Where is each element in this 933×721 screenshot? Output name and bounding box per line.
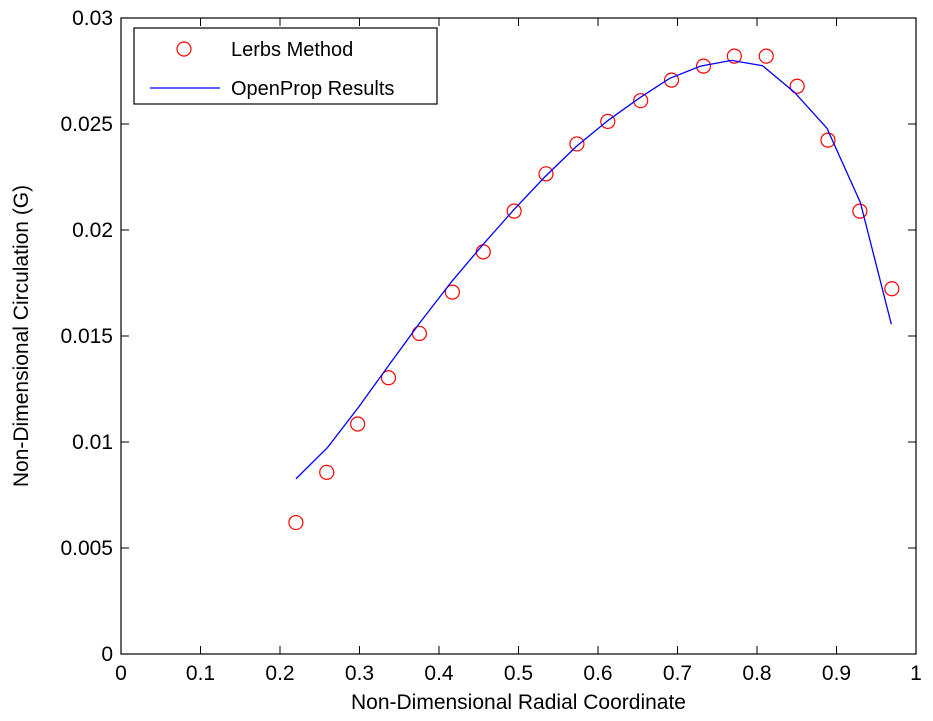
data-point-lerbs-method	[789, 78, 805, 94]
data-point-lerbs-method	[852, 203, 868, 219]
data-point-lerbs-method	[380, 370, 397, 386]
x-tick-label: 0.4	[424, 662, 454, 685]
plot-area	[121, 18, 916, 654]
legend-entry-openprop-results: OpenProp Results	[231, 78, 394, 100]
data-point-lerbs-method	[350, 416, 366, 432]
series-line-openprop-results	[295, 59, 892, 480]
data-point-lerbs-method	[663, 72, 680, 88]
y-tick-label: 0.015	[60, 325, 113, 348]
y-tick-label: 0.02	[72, 219, 113, 242]
legend: Lerbs Method OpenProp Results	[133, 27, 438, 105]
x-tick-label: 0.6	[583, 662, 612, 685]
plot-frame	[120, 17, 917, 655]
data-point-lerbs-method	[288, 514, 304, 531]
data-point-lerbs-method	[758, 48, 774, 64]
data-point-lerbs-method	[820, 132, 836, 148]
axis-tick-labels: 0 0.1 0.2 0.3 0.4 0.5 0.6 0.7 0.8 0.9 1 0 0.005 0.01 0…	[60, 7, 921, 685]
legend-entry-lerbs-method: Lerbs Method	[231, 39, 353, 61]
x-tick-label: 0.9	[822, 662, 851, 685]
y-axis-label: Non-Dimensional Circulation (G)	[10, 185, 33, 487]
x-tick-label: 0.1	[186, 662, 215, 685]
x-tick-label: 0.8	[742, 662, 771, 685]
data-point-lerbs-method	[600, 113, 616, 130]
data-point-lerbs-method	[695, 58, 712, 74]
series-layer	[288, 48, 900, 531]
x-tick-label: 1	[910, 662, 922, 685]
y-tick-label: 0.03	[72, 7, 113, 30]
x-tick-label: 0	[115, 662, 127, 685]
x-axis-label: Non-Dimensional Radial Coordinate	[351, 691, 686, 714]
data-point-lerbs-method	[538, 166, 554, 182]
data-point-lerbs-method	[569, 136, 585, 152]
data-point-lerbs-method	[726, 48, 742, 64]
y-tick-label: 0.005	[60, 537, 113, 560]
legend-marker-lerbs-method	[176, 41, 192, 57]
y-tick-label: 0.025	[60, 113, 113, 136]
y-tick-label: 0	[101, 643, 113, 666]
data-point-lerbs-method	[884, 281, 900, 297]
y-tick-label: 0.01	[72, 431, 113, 454]
data-point-lerbs-method	[319, 464, 335, 480]
x-tick-label: 0.3	[345, 662, 374, 685]
data-point-lerbs-method	[444, 284, 460, 300]
data-point-lerbs-method	[506, 203, 522, 219]
data-point-lerbs-method	[633, 93, 649, 109]
legend-box	[133, 27, 438, 105]
x-tick-label: 0.2	[265, 662, 294, 685]
x-tick-label: 0.7	[663, 662, 692, 685]
x-tick-label: 0.5	[504, 662, 533, 685]
